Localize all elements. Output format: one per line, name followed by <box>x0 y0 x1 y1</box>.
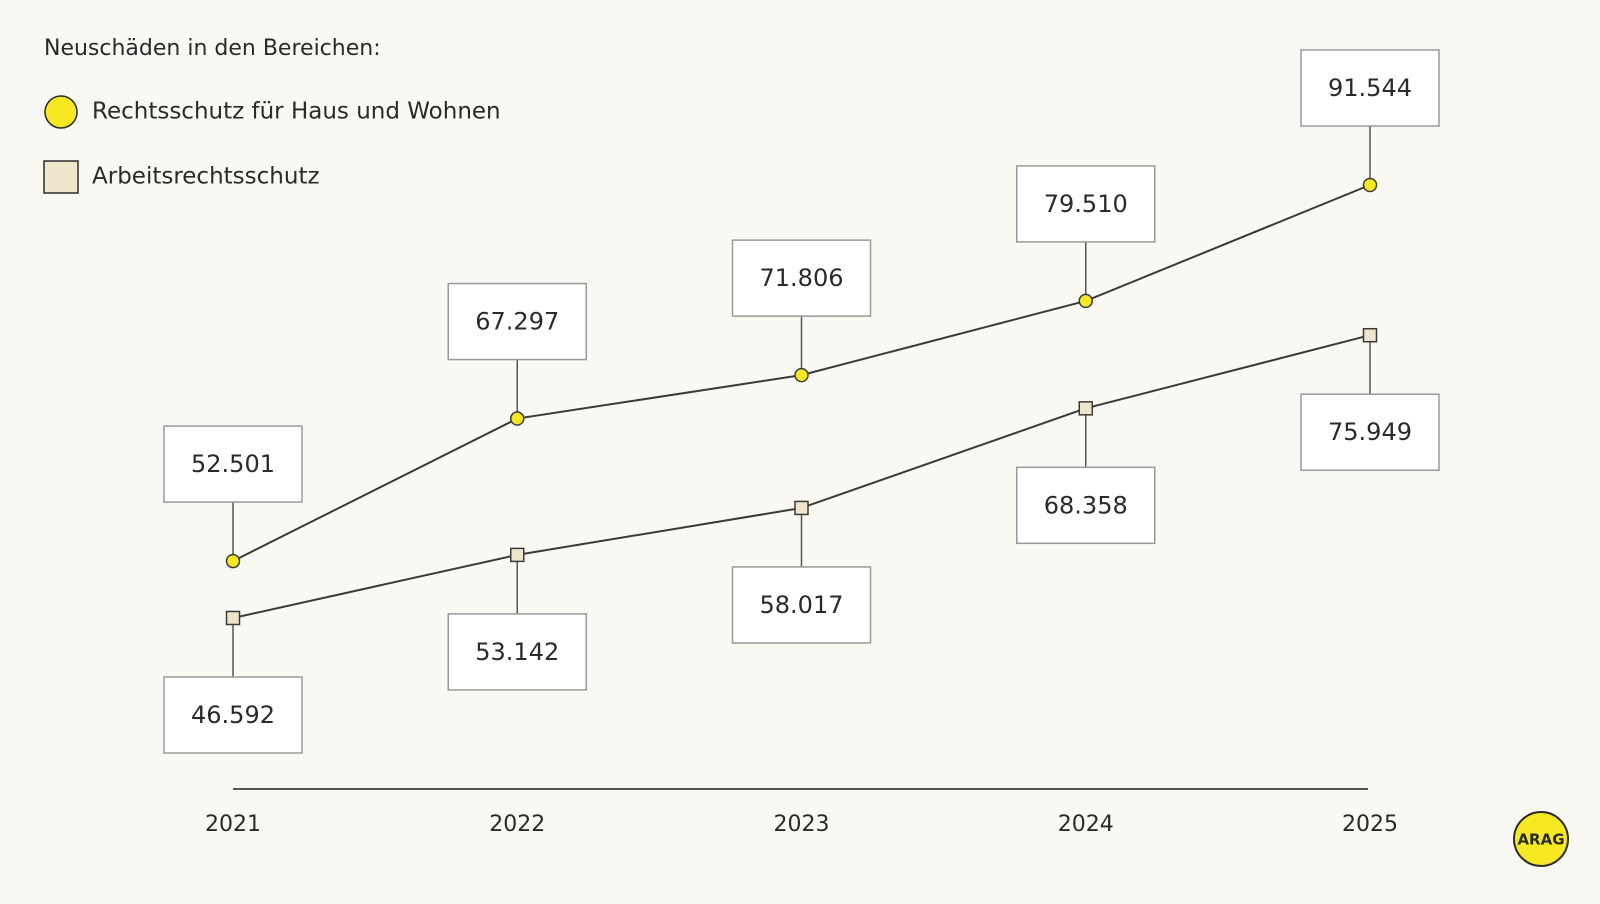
value-label-box <box>447 282 587 361</box>
point <box>1362 327 1378 343</box>
value-label: 79.510 <box>1044 190 1128 218</box>
x-tick-label: 2025 <box>1342 812 1398 837</box>
point <box>794 500 809 516</box>
x-tick-label: 2023 <box>774 812 830 837</box>
legend-marker <box>43 160 79 194</box>
point <box>510 411 525 426</box>
x-tick-label: 2024 <box>1058 812 1114 837</box>
legend-label: Rechtsschutz für Haus und Wohnen <box>92 99 501 125</box>
value-label-box <box>163 676 303 754</box>
value-label-box <box>1016 165 1156 243</box>
logo-badge <box>1513 811 1569 867</box>
value-label-box <box>731 566 872 644</box>
point <box>510 547 525 563</box>
x-tick-label: 2021 <box>205 812 261 837</box>
value-label-box <box>1016 466 1156 545</box>
value-label: 75.949 <box>1328 418 1412 446</box>
point <box>794 367 809 383</box>
point <box>1362 177 1378 193</box>
point <box>225 610 241 626</box>
value-label: 58.017 <box>760 591 844 619</box>
value-label: 67.297 <box>475 308 559 336</box>
value-label: 46.592 <box>191 701 275 729</box>
x-tick-label: 2022 <box>489 812 545 837</box>
point <box>1078 293 1093 309</box>
value-label: 91.544 <box>1328 74 1412 102</box>
value-label-box <box>1300 49 1440 127</box>
value-label-box <box>1300 393 1440 471</box>
legend-label: Arbeitsrechtsschutz <box>92 164 320 190</box>
logo-text: ARAG <box>1517 831 1564 849</box>
point <box>1078 401 1093 416</box>
logo: ARAG <box>1513 811 1569 867</box>
value-label-box <box>731 239 872 317</box>
value-label: 53.142 <box>475 638 559 666</box>
value-label: 68.358 <box>1044 491 1128 519</box>
value-label-box <box>163 425 303 503</box>
chart-title: Neuschäden in den Bereichen: <box>44 36 381 61</box>
value-label: 52.501 <box>191 450 275 478</box>
value-label-box <box>447 613 587 691</box>
value-label: 71.806 <box>760 264 844 292</box>
point <box>225 553 241 569</box>
legend-marker <box>44 95 78 129</box>
